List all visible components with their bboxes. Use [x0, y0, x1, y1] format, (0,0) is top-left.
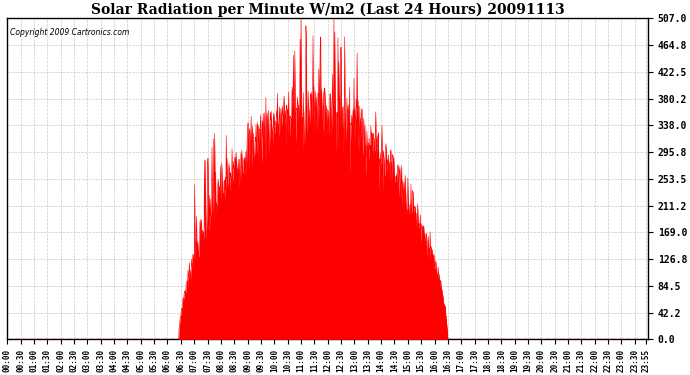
Text: Copyright 2009 Cartronics.com: Copyright 2009 Cartronics.com — [10, 28, 130, 37]
Title: Solar Radiation per Minute W/m2 (Last 24 Hours) 20091113: Solar Radiation per Minute W/m2 (Last 24… — [91, 3, 564, 17]
